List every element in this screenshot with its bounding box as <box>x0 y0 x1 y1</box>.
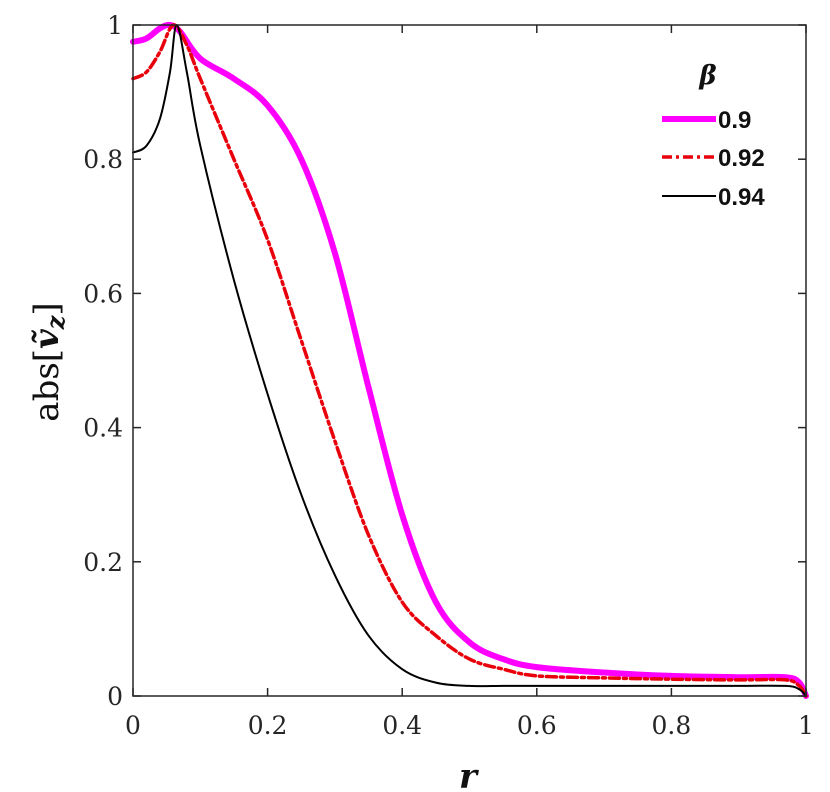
legend-label-0-9: 0.9 <box>718 107 751 134</box>
x-tick-label: 0.4 <box>382 711 422 740</box>
y-tick-label: 1 <box>107 11 123 40</box>
y-tick-label: 0.6 <box>83 279 123 308</box>
legend: β 0.9 0.92 0.94 <box>662 61 765 211</box>
y-axis-label-suffix: ] <box>27 302 67 315</box>
legend-label-0-92: 0.92 <box>718 145 765 172</box>
y-tick-label: 0 <box>107 682 123 711</box>
x-tick-label: 0.2 <box>248 711 288 740</box>
series-line-0-94 <box>132 24 807 697</box>
x-tick-label: 0 <box>125 711 141 740</box>
axis-tick-labels: 0 0.2 0.4 0.6 0.8 1 0 0.2 0.4 0.6 0.8 1 <box>83 11 814 740</box>
x-tick-label: 0.8 <box>652 711 692 740</box>
y-axis-label: abs[ṽz] <box>27 302 70 421</box>
y-tick-label: 0.2 <box>83 548 123 577</box>
y-tick-label: 0.4 <box>83 414 123 443</box>
legend-title: β <box>698 61 716 91</box>
y-axis-label-prefix: abs[ <box>27 349 67 422</box>
series-line-0-92 <box>131 23 808 698</box>
legend-label-0-94: 0.94 <box>718 184 765 211</box>
plot-series-group <box>130 21 809 699</box>
x-axis-label: r <box>459 757 479 792</box>
series-line-0-9 <box>130 21 809 699</box>
x-tick-label: 1 <box>798 711 814 740</box>
plot-frame <box>132 24 807 697</box>
axis-ticks <box>132 24 807 697</box>
y-tick-label: 0.8 <box>83 145 123 174</box>
y-axis-label-variable: ṽ <box>27 328 67 349</box>
x-tick-label: 0.6 <box>517 711 557 740</box>
y-axis-label-subscript: z <box>41 314 70 330</box>
